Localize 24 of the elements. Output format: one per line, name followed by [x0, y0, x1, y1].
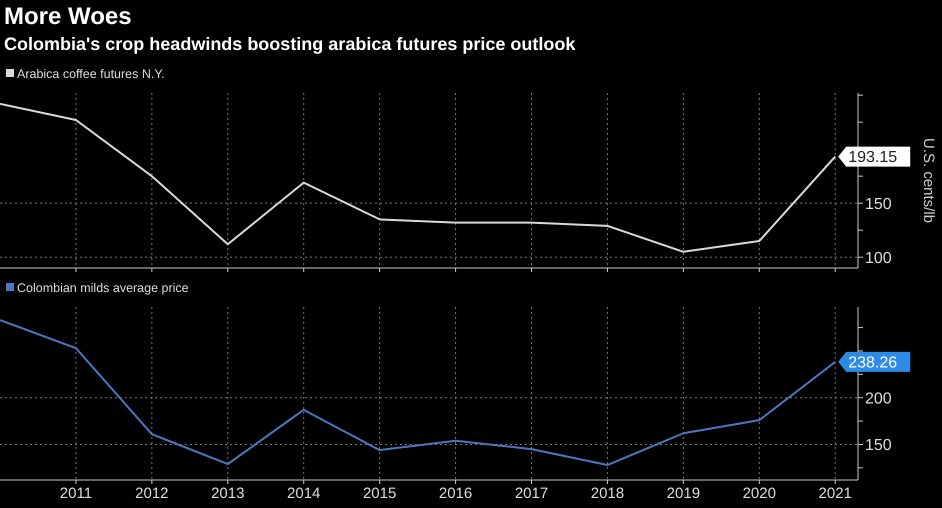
x-tick-label: 2015 [362, 485, 396, 502]
legend-label: Arabica coffee futures N.Y. [17, 67, 165, 81]
data-label: 238.26 [848, 354, 898, 372]
y-tick-label: 150 [865, 437, 892, 454]
x-tick-label: 2012 [135, 485, 169, 502]
x-tick-label: 2014 [287, 485, 320, 502]
chart-title: More Woes [4, 3, 132, 30]
x-tick-label: 2020 [742, 485, 776, 502]
line-series [0, 319, 836, 466]
x-tick-label: 2019 [666, 485, 700, 502]
y-tick-label: 100 [865, 250, 892, 267]
y-tick-label: 150 [865, 196, 892, 213]
line-series [0, 102, 836, 253]
x-tick-label: 2013 [211, 485, 244, 502]
x-tick-label: 2021 [818, 485, 852, 502]
x-tick-label: 2017 [514, 485, 548, 502]
x-tick-label: 2018 [590, 485, 624, 502]
chart-subtitle: Colombia's crop headwinds boosting arabica futures price outlook [4, 34, 576, 54]
x-tick-label: 2011 [60, 485, 92, 502]
y-tick-label: 200 [865, 390, 892, 408]
data-label: 193.15 [848, 149, 898, 166]
x-tick-label: 2016 [438, 485, 472, 502]
y-axis-title: U.S. cents/lb [920, 138, 937, 224]
legend-label: Colombian milds average price [17, 281, 189, 295]
